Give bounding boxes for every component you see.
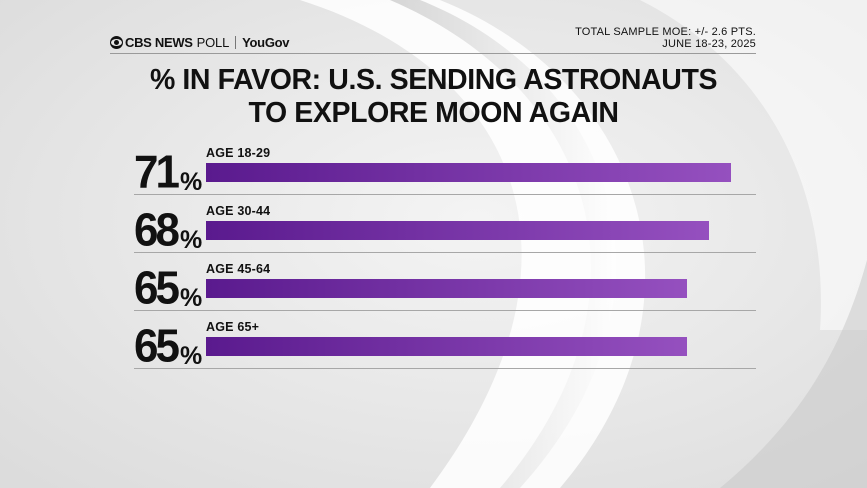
- value-percent-sign: %: [179, 168, 202, 196]
- row-divider: [134, 252, 756, 253]
- category-label: AGE 65+: [206, 320, 260, 334]
- row-divider: [134, 194, 756, 195]
- row-divider: [134, 310, 756, 311]
- brand-yougov: YouGov: [242, 34, 290, 50]
- value-label: 68%: [134, 204, 202, 257]
- bar-row: 65% AGE 65+: [134, 311, 756, 373]
- bar: [206, 279, 687, 298]
- poll-dates: JUNE 18-23, 2025: [662, 38, 756, 50]
- cbs-yougov-logo: CBS NEWS POLL YouGov: [110, 34, 290, 50]
- sample-moe-note: TOTAL SAMPLE MOE: +/- 2.6 PTS. JUNE 18-2…: [575, 26, 756, 50]
- value-label: 71%: [134, 146, 202, 199]
- brand-divider: [235, 35, 237, 49]
- chart-title-line-1: % IN FAVOR: U.S. SENDING ASTRONAUTS: [149, 64, 718, 96]
- value-percent-sign: %: [179, 342, 202, 370]
- bar-row: 65% AGE 45-64: [134, 253, 756, 315]
- moe-text: TOTAL SAMPLE MOE: +/- 2.6 PTS.: [575, 26, 756, 38]
- bar-row: 71% AGE 18-29: [134, 137, 756, 199]
- value-percent-sign: %: [179, 226, 202, 254]
- category-label: AGE 30-44: [206, 204, 271, 218]
- value-number: 65: [134, 320, 180, 373]
- brand-poll: POLL: [196, 34, 230, 50]
- value-label: 65%: [134, 320, 202, 373]
- value-percent-sign: %: [179, 284, 202, 312]
- value-number: 71: [134, 146, 180, 199]
- value-number: 68: [134, 204, 180, 257]
- cbs-eye-icon: [110, 35, 123, 49]
- header-divider: [110, 53, 756, 54]
- category-label: AGE 45-64: [206, 262, 271, 276]
- bar-row: 68% AGE 30-44: [134, 195, 756, 257]
- bar: [206, 163, 731, 182]
- category-label: AGE 18-29: [206, 146, 271, 160]
- bar: [206, 337, 687, 356]
- bar: [206, 221, 709, 240]
- value-label: 65%: [134, 262, 202, 315]
- value-number: 65: [134, 262, 180, 315]
- brand-cbs-news: CBS NEWS: [125, 34, 193, 50]
- chart-title-line-2: TO EXPLORE MOON AGAIN: [248, 97, 619, 129]
- row-divider: [134, 368, 756, 369]
- chart-title: % IN FAVOR: U.S. SENDING ASTRONAUTS TO E…: [0, 64, 867, 130]
